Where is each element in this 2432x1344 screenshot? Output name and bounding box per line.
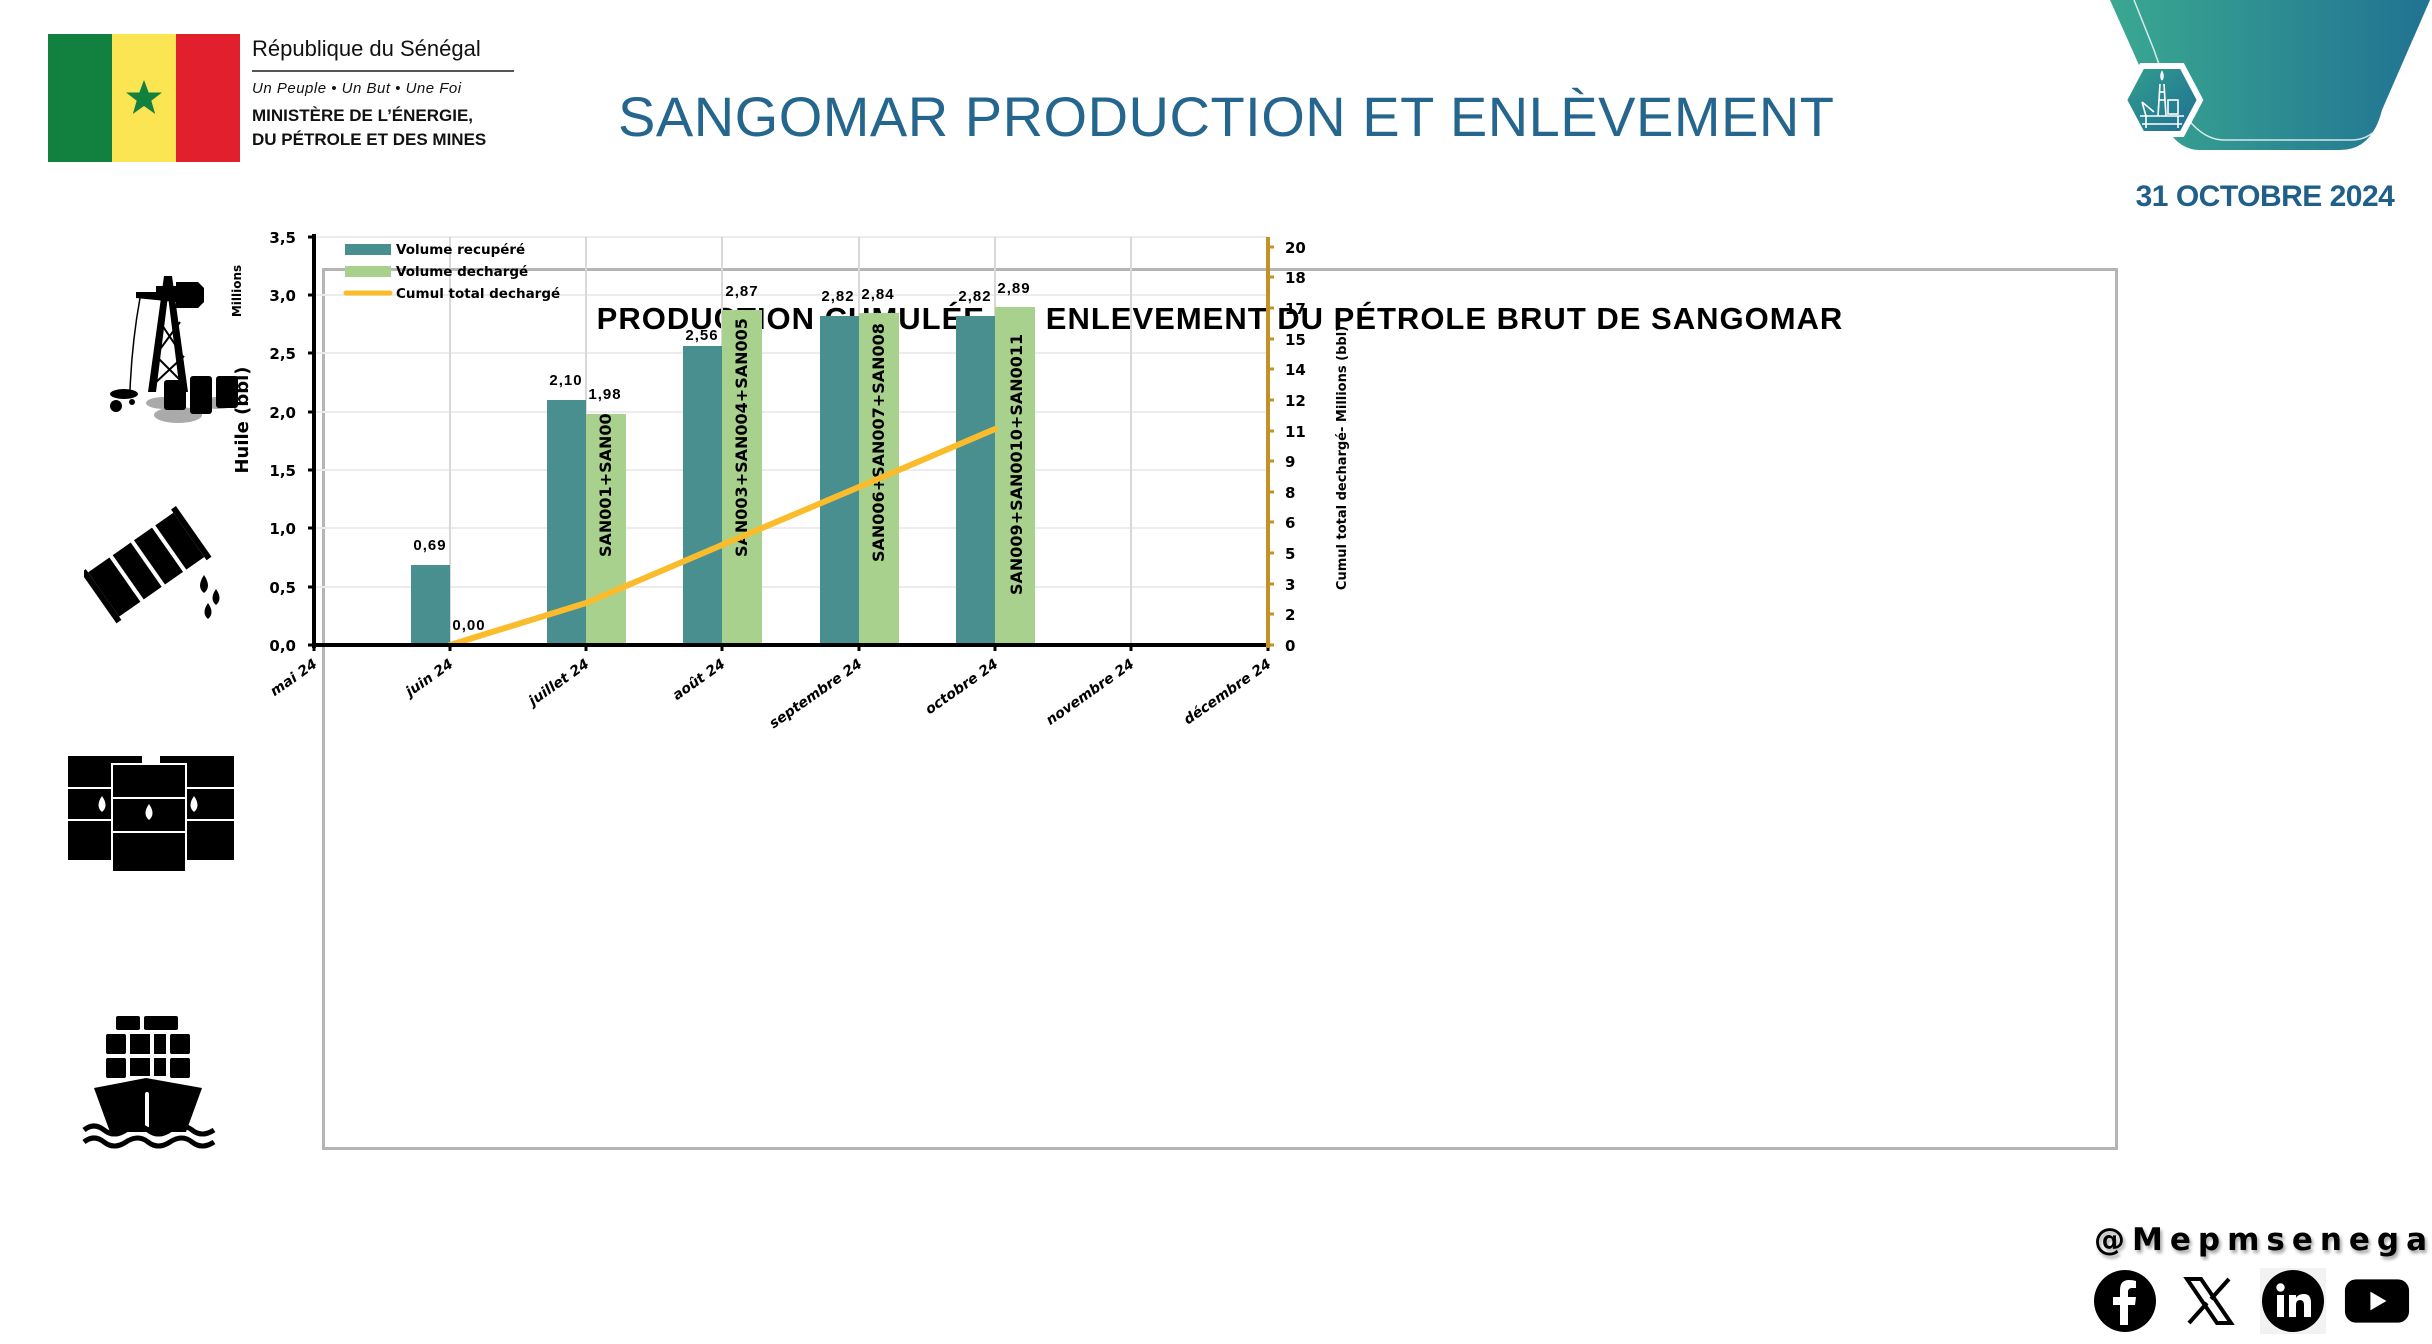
xtick: août 24 bbox=[670, 656, 728, 704]
cargo-label-octobre: SAN009+SAN0010+SAN0011 bbox=[1007, 334, 1026, 595]
xtick: mai 24 bbox=[268, 656, 321, 700]
label-decharge-aout: 2,87 bbox=[725, 283, 758, 300]
header-decoration bbox=[2110, 0, 2432, 150]
legend-label-decharge: Volume dechargé bbox=[396, 264, 528, 280]
label-decharge-septembre: 2,84 bbox=[861, 286, 894, 303]
youtube-link[interactable] bbox=[2344, 1268, 2410, 1334]
legend-label-recupere: Volume recupéré bbox=[396, 242, 525, 258]
series-cumul-total-decharge bbox=[447, 426, 998, 648]
label-recupere-juin: 0,69 bbox=[413, 537, 446, 554]
y2tick: 3 bbox=[1285, 576, 1295, 594]
facebook-link[interactable] bbox=[2092, 1268, 2158, 1334]
left-axis-ticks: 3,5 3,0 2,5 2,0 1,5 1,0 0,5 0,0 bbox=[269, 229, 296, 655]
bar-decharge-juillet bbox=[586, 414, 626, 645]
series-volume-recupere bbox=[411, 316, 995, 645]
legend-label-cumul: Cumul total dechargé bbox=[396, 286, 560, 302]
xtick: juin 24 bbox=[401, 656, 456, 701]
x-axis: mai 24 juin 24 juillet 24 août 24 septem… bbox=[268, 643, 1275, 732]
legend-swatch-decharge bbox=[345, 266, 391, 277]
y2tick: 6 bbox=[1285, 514, 1295, 532]
legend-swatch-recupere bbox=[345, 244, 391, 255]
y2tick: 20 bbox=[1285, 239, 1306, 257]
right-axis: 20 18 17 15 14 12 11 9 8 6 5 3 2 0 Cumul… bbox=[1266, 237, 1350, 655]
cargo-ship-icon bbox=[82, 1016, 216, 1149]
social-links bbox=[2092, 1268, 2410, 1334]
left-axis-unit: Millions bbox=[230, 265, 244, 317]
bar-recupere-juin bbox=[411, 565, 450, 645]
y2tick: 18 bbox=[1285, 269, 1306, 287]
ministry-logo: République du Sénégal Un Peuple • Un But… bbox=[48, 34, 528, 164]
ytick: 2,5 bbox=[269, 345, 296, 363]
y2tick: 8 bbox=[1285, 484, 1295, 502]
cargo-label-septembre: SAN006+SAN007+SAN008 bbox=[869, 323, 888, 562]
label-decharge-juillet: 1,98 bbox=[588, 386, 621, 403]
label-recupere-aout: 2,56 bbox=[685, 327, 718, 344]
right-axis-ticks: 20 18 17 15 14 12 11 9 8 6 5 3 2 0 bbox=[1285, 239, 1306, 655]
social-handle[interactable]: @Mepmsenegal bbox=[2094, 1222, 2432, 1258]
bar-recupere-aout bbox=[683, 346, 722, 645]
star-icon bbox=[126, 80, 162, 114]
label-recupere-octobre: 2,82 bbox=[958, 288, 991, 305]
ytick: 0,0 bbox=[269, 637, 296, 655]
oil-derrick-barrels-icon bbox=[110, 276, 238, 423]
y2tick: 9 bbox=[1285, 453, 1295, 471]
y2tick: 0 bbox=[1285, 637, 1295, 655]
xtick: décembre 24 bbox=[1181, 656, 1274, 728]
bar-recupere-octobre bbox=[956, 316, 995, 645]
linkedin-link[interactable] bbox=[2260, 1268, 2326, 1334]
x-axis-ticks: mai 24 juin 24 juillet 24 août 24 septem… bbox=[268, 656, 1275, 732]
ytick: 1,5 bbox=[269, 462, 296, 480]
xtick: septembre 24 bbox=[766, 656, 865, 732]
xtick: novembre 24 bbox=[1043, 656, 1137, 729]
xtick: juillet 24 bbox=[524, 656, 592, 710]
republic-label: République du Sénégal bbox=[252, 36, 481, 61]
offshore-platform-icon bbox=[2120, 63, 2204, 137]
y2tick: 17 bbox=[1285, 300, 1306, 318]
bar-recupere-septembre bbox=[820, 316, 859, 645]
ytick: 0,5 bbox=[269, 579, 296, 597]
y2tick: 12 bbox=[1285, 392, 1306, 410]
ministry-line-1: MINISTÈRE DE L’ÉNERGIE, bbox=[252, 106, 474, 125]
cargo-labels: SAN001+SAN00 SAN003+SAN004+SAN005 SAN006… bbox=[596, 318, 1026, 595]
y2tick: 14 bbox=[1285, 361, 1306, 379]
label-decharge-juin: 0,00 bbox=[452, 617, 485, 634]
facebook-icon bbox=[2094, 1270, 2156, 1332]
y2tick: 15 bbox=[1285, 331, 1306, 349]
cargo-label-juillet: SAN001+SAN00 bbox=[596, 413, 615, 557]
x-icon bbox=[2183, 1277, 2235, 1325]
y2tick: 2 bbox=[1285, 606, 1295, 624]
ministry-line-2: DU PÉTROLE ET DES MINES bbox=[252, 130, 487, 149]
bar-decharge-octobre bbox=[995, 307, 1035, 645]
left-axis: 3,5 3,0 2,5 2,0 1,5 1,0 0,5 0,0 Millions… bbox=[230, 229, 316, 655]
xtick: octobre 24 bbox=[922, 656, 1001, 718]
label-recupere-juillet: 2,10 bbox=[549, 372, 582, 389]
data-labels: 0,69 0,00 2,10 1,98 2,56 2,87 2,82 2,84 … bbox=[413, 280, 1030, 634]
bar-decharge-aout bbox=[722, 310, 762, 645]
y2tick: 11 bbox=[1285, 423, 1306, 441]
ytick: 3,5 bbox=[269, 229, 296, 247]
ytick: 2,0 bbox=[269, 404, 296, 422]
chart-legend: Volume recupéré Volume dechargé Cumul to… bbox=[343, 242, 560, 302]
label-recupere-septembre: 2,82 bbox=[821, 288, 854, 305]
motto: Un Peuple • Un But • Une Foi bbox=[252, 80, 462, 97]
ytick: 1,0 bbox=[269, 520, 296, 538]
horizontal-gridlines bbox=[314, 236, 1268, 588]
x-link[interactable] bbox=[2176, 1268, 2242, 1334]
spilling-barrel-icon bbox=[84, 506, 220, 624]
chart-title: PRODUCTION CUMULÉE ET ENLEVEMENT DU PÉTR… bbox=[596, 301, 1844, 336]
ytick: 3,0 bbox=[269, 287, 296, 305]
page-title: SANGOMAR PRODUCTION ET ENLÈVEMENT bbox=[618, 85, 1835, 148]
cargo-label-aout: SAN003+SAN004+SAN005 bbox=[732, 318, 751, 557]
oil-barrels-icon bbox=[68, 756, 234, 872]
youtube-icon bbox=[2344, 1279, 2410, 1323]
y2tick: 5 bbox=[1285, 545, 1295, 563]
right-axis-label: Cumul total dechargé- Millions (bbl) bbox=[1335, 326, 1350, 590]
divider bbox=[252, 70, 514, 72]
left-axis-label: Huile (bbl) bbox=[232, 366, 253, 473]
senegal-flag bbox=[48, 34, 240, 162]
label-decharge-octobre: 2,89 bbox=[997, 280, 1030, 297]
report-date: 31 OCTOBRE 2024 bbox=[2135, 180, 2395, 213]
linkedin-icon bbox=[2262, 1270, 2324, 1332]
